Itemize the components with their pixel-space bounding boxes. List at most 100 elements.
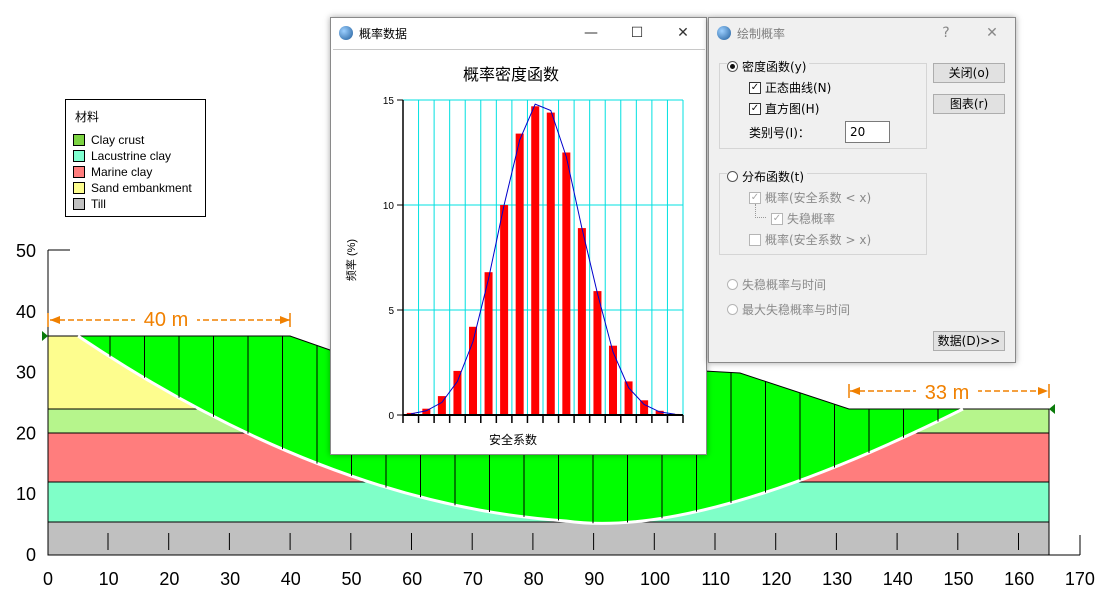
radio-indicator[interactable] (727, 61, 738, 72)
histogram-bar (593, 291, 602, 415)
y-tick-label: 5 (388, 306, 394, 317)
x-tick-label: 0 (43, 569, 53, 589)
failure-prob-label: 失稳概率 (787, 212, 836, 226)
distribution-label: 分布函数(t) (742, 170, 805, 184)
legend-swatch (73, 134, 85, 146)
x-tick-label: 80 (524, 569, 544, 589)
radio-indicator[interactable] (727, 279, 738, 290)
data-button[interactable]: 数据(D)>> (933, 331, 1005, 351)
tree-connector (755, 204, 766, 218)
radio-indicator[interactable] (727, 171, 738, 182)
close-button[interactable]: ✕ (677, 25, 689, 41)
check-icon[interactable]: ✓ (749, 81, 761, 94)
x-tick-label: 170 (1065, 569, 1095, 589)
x-tick-label: 30 (220, 569, 240, 589)
window-titlebar[interactable]: 概率数据 — ☐ ✕ (331, 18, 706, 48)
y-tick-label: 50 (16, 241, 36, 261)
chart-y-label: 频率 (%) (344, 239, 358, 281)
dimension-right-label: 33 m (925, 382, 969, 404)
normal-curve-label: 正态曲线(N) (765, 81, 832, 95)
x-tick-label: 150 (943, 569, 973, 589)
density-chart: 概率密度函数 安全系数 频率 (%) 0 5 10 15 (344, 66, 684, 447)
x-tick-label: 160 (1004, 569, 1034, 589)
check-icon[interactable]: ✓ (771, 212, 783, 225)
legend-label: Marine clay (91, 165, 153, 179)
histogram-bar (515, 133, 524, 415)
x-tick-label: 100 (640, 569, 670, 589)
histogram-checkbox[interactable]: ✓ 直方图(H) (749, 100, 819, 117)
histogram-bar (437, 396, 446, 415)
y-tick-label: 15 (383, 96, 395, 107)
prob-less-checkbox[interactable]: ✓ 概率(安全系数 < x) (749, 189, 871, 206)
y-tick-label: 20 (16, 423, 36, 443)
histogram-bar (640, 400, 649, 415)
minimize-button[interactable]: — (584, 25, 598, 41)
legend-label: Lacustrine clay (91, 149, 172, 163)
y-tick-label: 10 (16, 484, 36, 504)
dimension-right: 33 m (848, 379, 1050, 405)
legend-label: Till (91, 197, 106, 211)
close-button[interactable]: ✕ (986, 25, 998, 41)
legend-item-marine-clay: Marine clay (73, 165, 152, 179)
density-group (719, 63, 927, 149)
bins-label: 类别号(I)： (749, 126, 810, 140)
plot-probability-window[interactable]: 绘制概率 ? ✕ 密度函数(y) ✓ 正态曲线(N) ✓ 直方图(H) 类别号(… (708, 17, 1016, 363)
window-titlebar[interactable]: 绘制概率 ? ✕ (709, 18, 1015, 48)
x-tick-label: 20 (159, 569, 179, 589)
density-label: 密度函数(y) (742, 60, 807, 74)
prob-less-label: 概率(安全系数 < x) (765, 191, 872, 205)
close-dialog-button[interactable]: 关闭(o) (933, 63, 1005, 83)
legend-item-clay-crust: Clay crust (73, 133, 144, 147)
chart-grid (402, 99, 684, 416)
histogram-bar (546, 112, 555, 415)
distribution-radio[interactable]: 分布函数(t) (727, 168, 808, 185)
x-tick-label: 60 (402, 569, 422, 589)
failure-vs-time-label: 失稳概率与时间 (742, 278, 827, 292)
dimension-left: 40 m (47, 306, 291, 332)
check-icon[interactable]: ✓ (749, 191, 761, 204)
x-tick-label: 70 (463, 569, 483, 589)
chart-title: 概率密度函数 (463, 66, 559, 84)
histogram-bar (609, 345, 617, 415)
histogram-label: 直方图(H) (765, 102, 820, 116)
radio-indicator[interactable] (727, 304, 738, 315)
failure-vs-time-radio[interactable]: 失稳概率与时间 (727, 276, 826, 293)
normal-curve (410, 103, 676, 415)
legend-label: Clay crust (91, 133, 145, 147)
legend-swatch (73, 198, 85, 210)
histogram-bar (655, 410, 664, 415)
bins-input[interactable]: 20 (845, 121, 890, 143)
prob-greater-checkbox[interactable]: 概率(安全系数 > x) (749, 231, 871, 248)
density-radio[interactable]: 密度函数(y) (727, 58, 810, 75)
chart-bars (406, 106, 680, 416)
legend-item-lacustrine-clay: Lacustrine clay (73, 149, 171, 163)
legend-item-till: Till (73, 197, 106, 211)
chart-button[interactable]: 图表(r) (933, 94, 1005, 114)
max-failure-vs-time-radio[interactable]: 最大失稳概率与时间 (727, 301, 850, 318)
window-title: 概率数据 (359, 27, 408, 41)
max-failure-vs-time-label: 最大失稳概率与时间 (742, 303, 851, 317)
failure-prob-checkbox[interactable]: ✓ 失稳概率 (771, 210, 835, 227)
app-icon (717, 26, 731, 40)
x-axis-tick-labels: 0 10 20 30 40 50 60 70 80 90 100 110 120 130 140 150 160… (43, 569, 1095, 589)
probability-data-window[interactable]: 概率数据 — ☐ ✕ 概率密度函数 安全系数 频率 (%) 0 5 10 15 (330, 17, 707, 455)
histogram-bar (562, 152, 571, 415)
histogram-bar (577, 228, 586, 415)
water-marker-left (42, 331, 48, 341)
histogram-bar (422, 408, 431, 415)
histogram-bar (500, 205, 509, 415)
maximize-button[interactable]: ☐ (630, 25, 644, 41)
check-icon[interactable]: ✓ (749, 102, 761, 115)
normal-curve-checkbox[interactable]: ✓ 正态曲线(N) (749, 79, 831, 96)
water-marker-right (1049, 404, 1055, 414)
help-button[interactable]: ? (942, 25, 950, 41)
y-tick-label: 0 (26, 545, 36, 565)
check-icon[interactable] (749, 233, 761, 246)
till-layer (47, 521, 1050, 556)
prob-greater-label: 概率(安全系数 > x) (765, 233, 872, 247)
legend-title: 材料 (75, 110, 100, 124)
legend-swatch (73, 150, 85, 162)
histogram-bar (531, 106, 540, 416)
x-tick-label: 50 (341, 569, 361, 589)
chart-x-label: 安全系数 (489, 432, 537, 447)
